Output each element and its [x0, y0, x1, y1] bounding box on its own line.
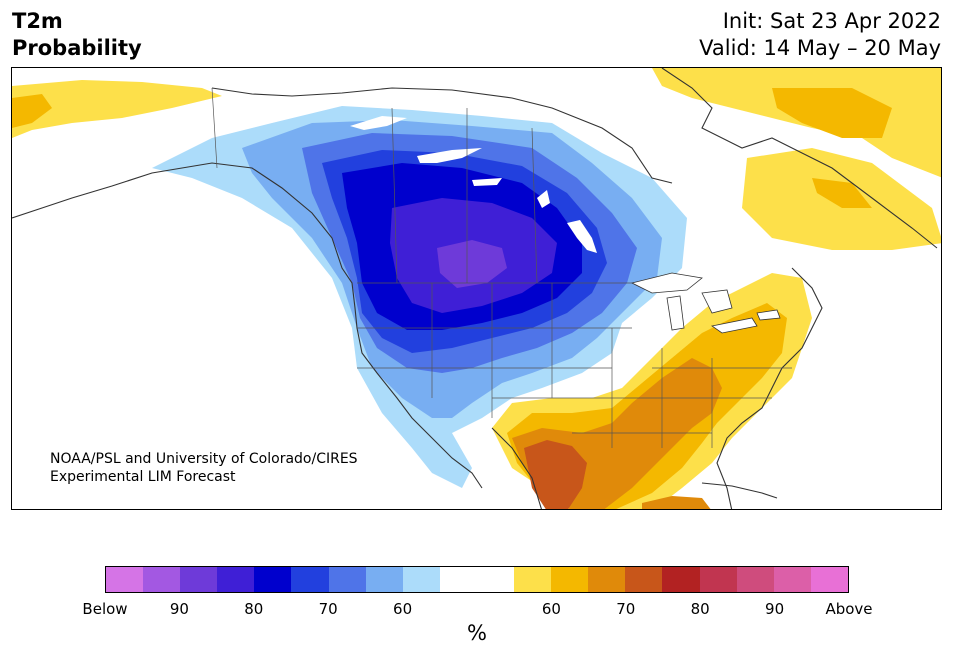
init-date: Init: Sat 23 Apr 2022 — [722, 9, 941, 33]
colorbar-segment — [365, 567, 403, 592]
anomaly-above-alaska-core — [12, 94, 52, 128]
colorbar-segment — [625, 567, 663, 592]
probability-map: NOAA/PSL and University of Colorado/CIRE… — [11, 67, 942, 510]
map-title-line2: Probability — [12, 36, 142, 60]
colorbar-segment — [736, 567, 774, 592]
colorbar-segment — [254, 567, 292, 592]
colorbar-segment — [180, 567, 218, 592]
colorbar-tick-label: 90 — [765, 600, 785, 618]
colorbar-tick-label: 70 — [616, 600, 636, 618]
anomaly-above-arctic-core — [772, 88, 892, 138]
colorbar-tick-label: 80 — [244, 600, 264, 618]
lake-winnipeg — [567, 220, 597, 253]
anomaly-above-caribbean — [642, 496, 711, 509]
credit-line2: Experimental LIM Forecast — [50, 469, 236, 485]
credit-text: NOAA/PSL and University of Colorado/CIRE… — [50, 450, 358, 486]
anomaly-above-alaska — [12, 80, 222, 138]
colorbar-tick-label: Below — [82, 600, 128, 618]
lake-great-bear — [350, 116, 407, 130]
colorbar-tick-label: Above — [825, 600, 873, 618]
anomaly-above-south-75 — [524, 440, 587, 509]
great-lakes — [630, 272, 781, 334]
lake-athabasca — [472, 178, 502, 186]
colorbar-title: % — [467, 621, 487, 645]
colorbar — [105, 566, 849, 593]
colorbar-tick-label: 70 — [318, 600, 338, 618]
anomaly-above-quebec-core — [812, 178, 872, 208]
map-title-line1: T2m — [12, 9, 63, 33]
colorbar-segment — [773, 567, 811, 592]
colorbar-tick-label: 90 — [169, 600, 189, 618]
colorbar-segment — [439, 567, 477, 592]
map-title: T2m Probability — [12, 8, 142, 62]
colorbar-tick-label: 60 — [393, 600, 413, 618]
lake-great-slave — [417, 148, 482, 163]
colorbar-tick-label: 80 — [690, 600, 710, 618]
colorbar-segment — [699, 567, 737, 592]
colorbar-segment — [402, 567, 440, 592]
colorbar-segment — [143, 567, 181, 592]
colorbar-segment — [810, 567, 848, 592]
colorbar-segment — [106, 567, 144, 592]
map-canvas — [12, 68, 941, 509]
colorbar-segment — [328, 567, 366, 592]
colorbar-segment — [662, 567, 700, 592]
colorbar-tick-label: 60 — [541, 600, 561, 618]
valid-range: Valid: 14 May – 20 May — [699, 36, 941, 60]
forecast-info: Init: Sat 23 Apr 2022 Valid: 14 May – 20… — [699, 8, 941, 62]
lake-winnipegosis — [537, 190, 550, 208]
colorbar-segment — [476, 567, 515, 592]
colorbar-segment — [588, 567, 626, 592]
anomaly-above-arctic — [652, 68, 941, 178]
colorbar-segment — [217, 567, 255, 592]
credit-line1: NOAA/PSL and University of Colorado/CIRE… — [50, 451, 358, 467]
colorbar-segment — [291, 567, 329, 592]
anomaly-below-90 — [437, 240, 507, 288]
colorbar-segment — [514, 567, 552, 592]
borders — [211, 87, 792, 448]
coastlines — [12, 68, 938, 509]
colorbar-segment — [551, 567, 589, 592]
